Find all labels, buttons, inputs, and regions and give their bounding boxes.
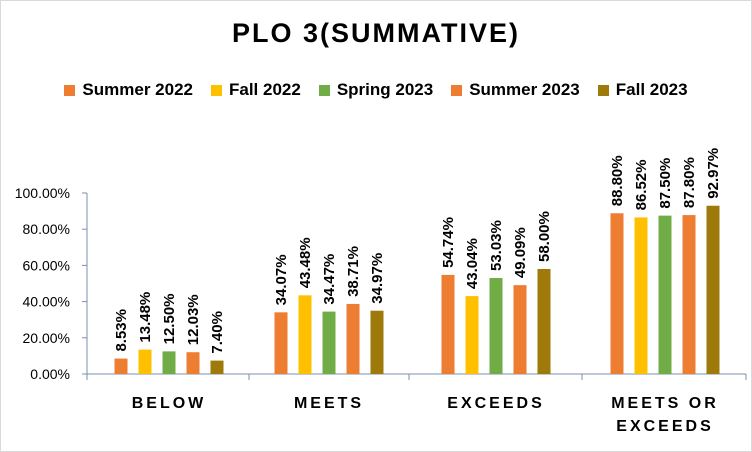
data-label: 92.97%	[705, 148, 722, 199]
legend-label: Fall 2023	[615, 80, 688, 99]
y-tick-label: 0.00%	[30, 366, 70, 382]
bar	[322, 311, 336, 374]
legend-item: Spring 2023	[318, 80, 434, 100]
y-tick-label: 100.00%	[15, 185, 70, 201]
data-label: 13.48%	[137, 292, 154, 343]
data-label: 43.04%	[464, 238, 481, 289]
legend-label: Summer 2023	[469, 80, 580, 99]
data-label: 49.09%	[512, 227, 529, 278]
x-category-label: BELOW	[132, 395, 207, 412]
bar	[441, 274, 455, 374]
legend-item: Fall 2023	[597, 80, 688, 100]
legend-label: Spring 2023	[336, 80, 434, 99]
bar	[658, 215, 672, 374]
bar	[682, 215, 696, 374]
data-label: 88.80%	[609, 155, 626, 206]
bar	[186, 352, 200, 374]
legend-swatch	[64, 84, 76, 96]
legend-label: Summer 2022	[82, 80, 193, 99]
y-tick-label: 60.00%	[23, 257, 70, 273]
x-category-label: MEETS	[294, 395, 364, 412]
chart-legend: Summer 2022 Fall 2022 Spring 2023 Summer 20…	[0, 80, 752, 100]
bar	[138, 349, 152, 374]
data-label: 86.52%	[633, 160, 650, 211]
bar	[513, 285, 527, 374]
bar	[706, 205, 720, 374]
data-label: 12.50%	[161, 294, 178, 345]
bar	[346, 303, 360, 374]
data-label: 53.03%	[488, 220, 505, 271]
data-label: 8.53%	[113, 309, 130, 352]
y-tick-label: 40.00%	[23, 294, 70, 310]
data-label: 54.74%	[440, 217, 457, 268]
data-label: 34.97%	[369, 253, 386, 304]
legend-item: Summer 2023	[451, 80, 580, 100]
bar	[274, 312, 288, 374]
bar	[610, 213, 624, 374]
legend-swatch	[318, 84, 330, 96]
bar	[465, 296, 479, 374]
bar	[210, 360, 224, 374]
data-label: 58.00%	[536, 211, 553, 262]
bar	[489, 278, 503, 374]
legend-item: Fall 2022	[210, 80, 301, 100]
legend-swatch	[210, 84, 222, 96]
bar	[370, 310, 384, 374]
bar	[114, 358, 128, 374]
legend-item: Summer 2022	[64, 80, 193, 100]
data-label: 38.71%	[345, 246, 362, 297]
y-tick-label: 20.00%	[23, 330, 70, 346]
legend-swatch	[597, 84, 609, 96]
x-category-label: EXCEEDS	[616, 418, 713, 435]
x-category-label: EXCEEDS	[447, 395, 544, 412]
bar	[298, 295, 312, 374]
legend-label: Fall 2022	[228, 80, 301, 99]
legend-swatch	[451, 84, 463, 96]
data-label: 34.07%	[273, 254, 290, 305]
bar	[634, 217, 648, 374]
chart-title: PLO 3(SUMMATIVE)	[232, 18, 520, 48]
data-label: 34.47%	[321, 254, 338, 305]
data-label: 87.80%	[681, 157, 698, 208]
data-label: 87.50%	[657, 158, 674, 209]
bar	[162, 351, 176, 374]
x-category-label: MEETS OR	[611, 395, 719, 412]
data-label: 7.40%	[209, 311, 226, 354]
y-tick-label: 80.00%	[23, 221, 70, 237]
data-label: 12.03%	[185, 294, 202, 345]
data-label: 43.48%	[297, 237, 314, 288]
bar	[537, 269, 551, 374]
